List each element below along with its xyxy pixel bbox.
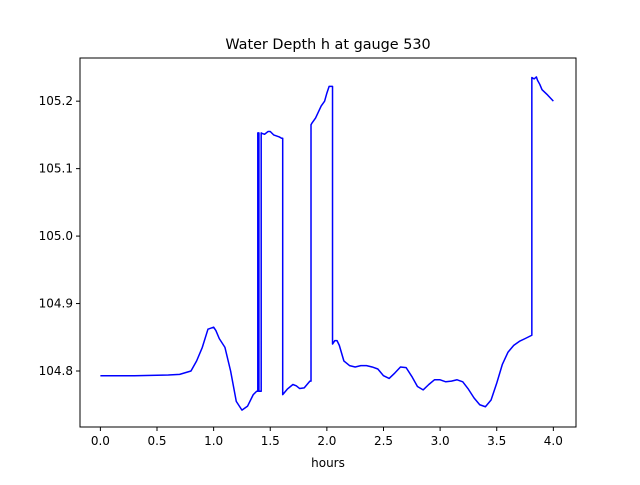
y-tick-label: 104.8	[39, 364, 73, 378]
y-tick-label: 105.0	[39, 229, 73, 243]
plot-frame	[79, 57, 577, 428]
plot-area	[100, 76, 554, 411]
x-tick-label: 0.0	[91, 434, 110, 448]
x-tick-label: 0.5	[147, 434, 166, 448]
y-axis: 104.8 104.9 105.0 105.1 105.2	[39, 94, 80, 378]
x-tick-label: 1.0	[204, 434, 223, 448]
x-tick-label: 2.0	[317, 434, 336, 448]
x-tick-label: 1.5	[261, 434, 280, 448]
x-tick-label: 4.0	[544, 434, 563, 448]
y-tick-label: 104.9	[39, 297, 73, 311]
chart-title: Water Depth h at gauge 530	[225, 37, 430, 53]
x-tick-label: 3.5	[487, 434, 506, 448]
x-tick-label: 2.5	[374, 434, 393, 448]
series-line-0	[100, 76, 554, 411]
x-tick-label: 3.0	[431, 434, 450, 448]
x-axis-title: hours	[311, 456, 345, 470]
x-axis: 0.0 0.5 1.0 1.5 2.0 2.5 3.0 3.5 4.0	[91, 427, 563, 448]
y-tick-label: 105.2	[39, 94, 73, 108]
y-tick-label: 105.1	[39, 162, 73, 176]
